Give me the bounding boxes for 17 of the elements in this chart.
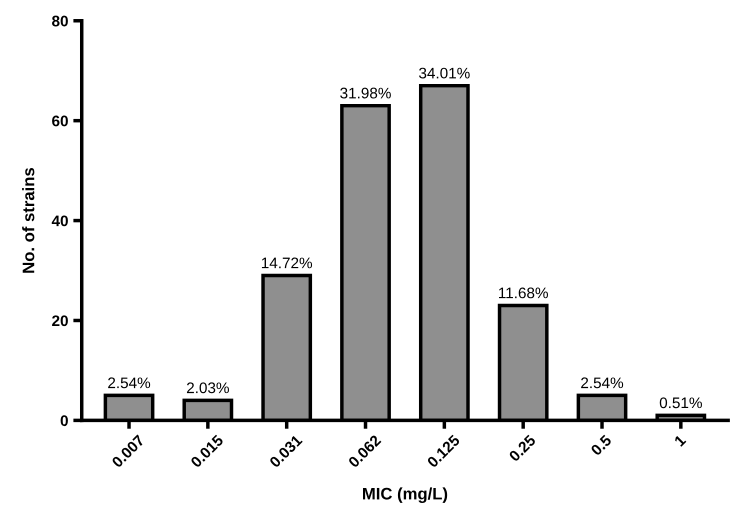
annotation: 2.03% bbox=[186, 382, 229, 394]
annotation: 11.68% bbox=[499, 287, 548, 298]
annotation: 34.01% bbox=[419, 68, 470, 79]
y-tick-label: 60 bbox=[52, 116, 68, 126]
annotation: 0.51% bbox=[660, 397, 702, 408]
x-tick-label: 1 bbox=[674, 434, 686, 447]
x-tick-label: 0.5 bbox=[590, 434, 612, 456]
x-axis-title: MIC (mg/L) bbox=[363, 487, 448, 503]
annotation: 31.98% bbox=[340, 88, 391, 98]
annotation: 2.54% bbox=[108, 377, 150, 388]
y-tick-label: 20 bbox=[52, 315, 68, 326]
y-tick-label: 40 bbox=[52, 215, 68, 226]
y-tick-label: 80 bbox=[52, 16, 68, 26]
annotation: 14.72% bbox=[262, 258, 312, 268]
y-tick-label: 0 bbox=[60, 415, 68, 426]
y-axis-title: No. of strains bbox=[22, 168, 34, 273]
annotation: 2.54% bbox=[581, 377, 624, 388]
